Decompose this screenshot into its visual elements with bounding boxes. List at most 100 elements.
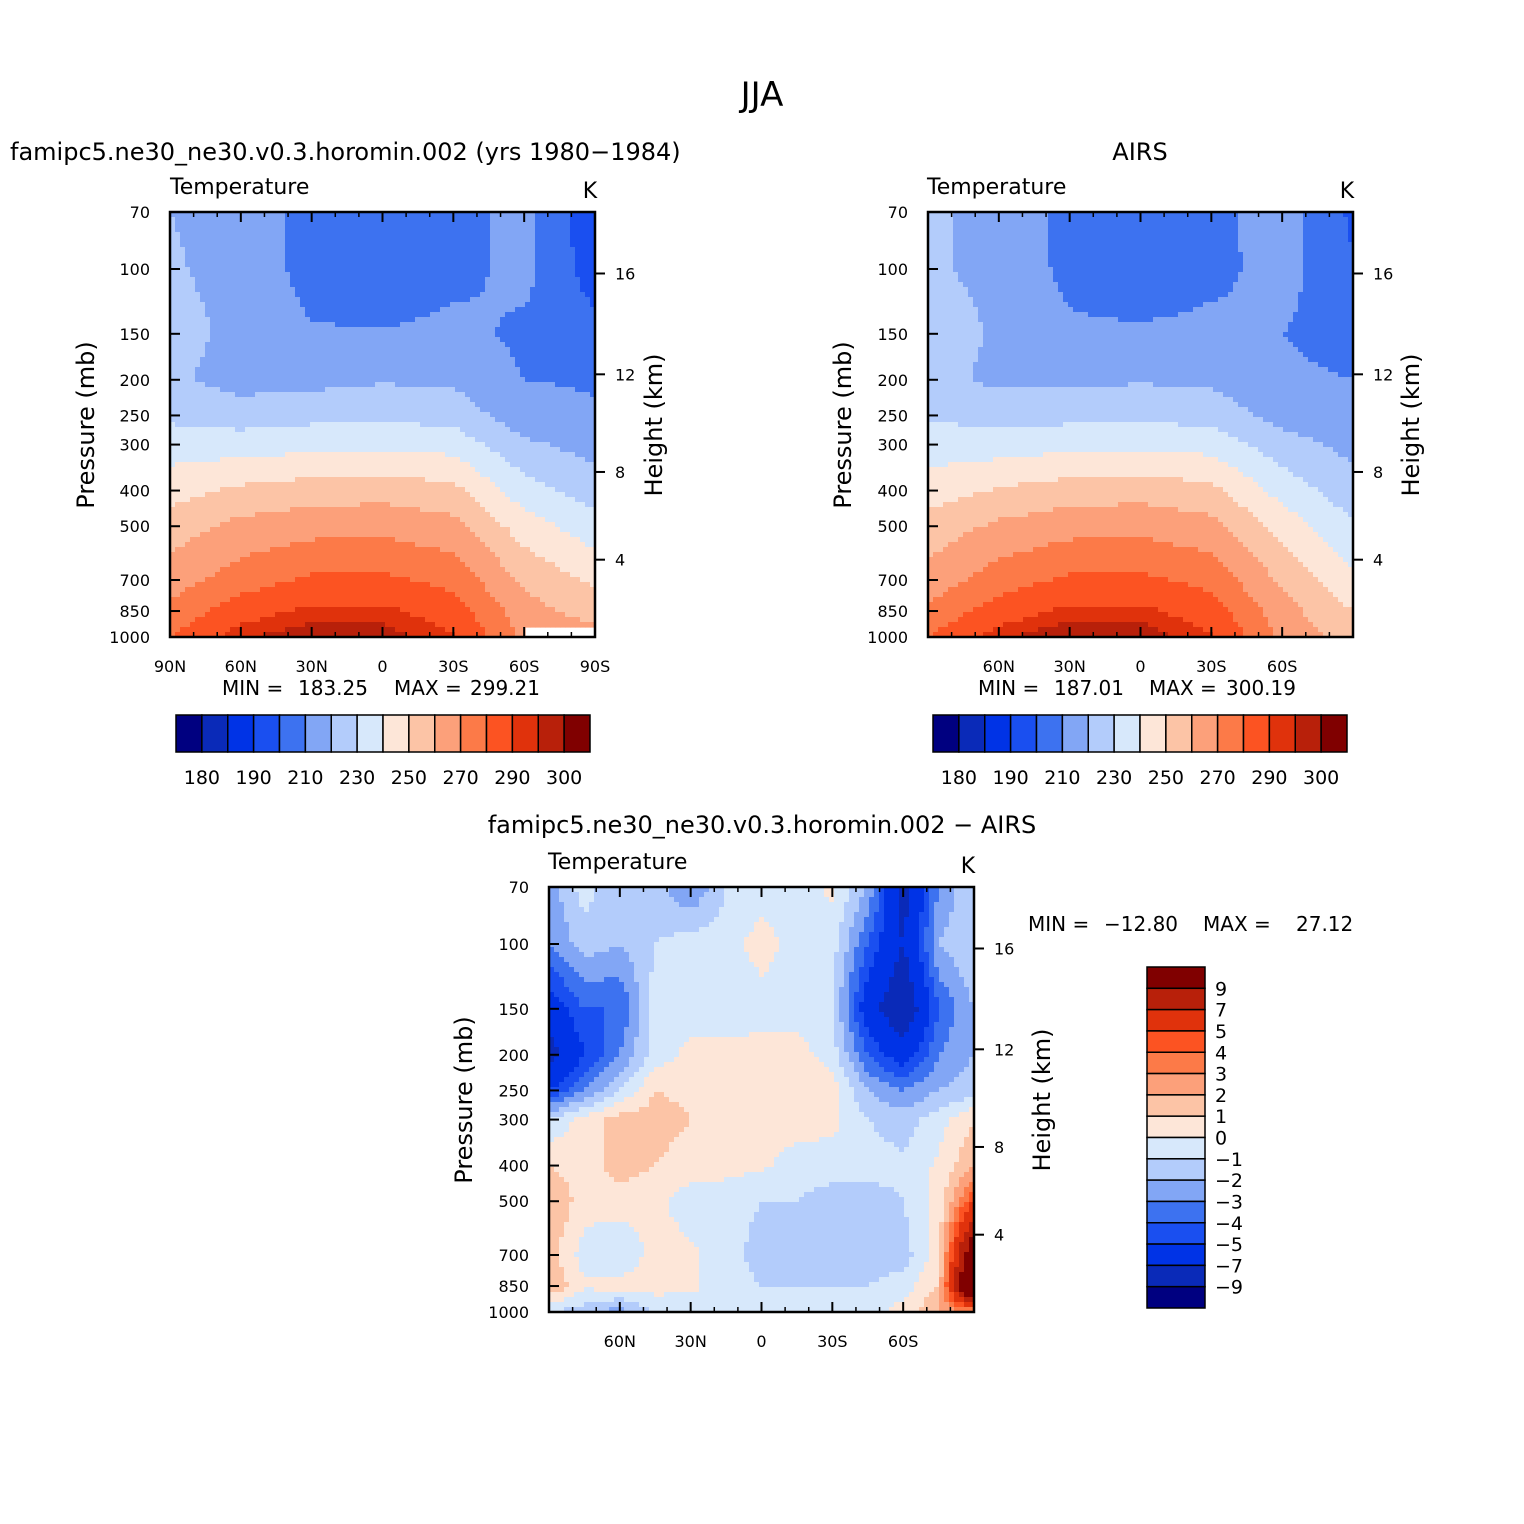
contour-cell: [195, 447, 201, 453]
contour-cell: [425, 487, 431, 493]
contour-cell: [380, 482, 386, 488]
contour-cell: [375, 332, 381, 338]
contour-cell: [250, 417, 256, 423]
contour-cell: [465, 377, 471, 383]
contour-cell: [470, 257, 476, 263]
contour-cell: [260, 432, 266, 438]
contour-cell: [540, 312, 546, 318]
contour-cell: [515, 307, 521, 313]
contour-cell: [425, 232, 431, 238]
contour-cell: [490, 377, 496, 383]
contour-cell: [310, 482, 316, 488]
contour-cell: [230, 247, 236, 253]
contour-cell: [245, 302, 251, 308]
contour-cell: [545, 402, 551, 408]
contour-cell: [575, 262, 581, 268]
contour-cell: [215, 462, 221, 468]
contour-cell: [560, 227, 566, 233]
contour-cell: [335, 227, 341, 233]
contour-cell: [320, 412, 326, 418]
contour-cell: [465, 442, 471, 448]
contour-cell: [520, 437, 526, 443]
contour-cell: [395, 232, 401, 238]
contour-cell: [485, 332, 491, 338]
contour-cell: [455, 247, 461, 253]
contour-cell: [525, 297, 531, 303]
contour-cell: [405, 232, 411, 238]
contour-cell: [190, 222, 196, 228]
contour-cell: [230, 252, 236, 258]
contour-cell: [475, 357, 481, 363]
contour-cell: [195, 427, 201, 433]
contour-cell: [180, 492, 186, 498]
contour-cell: [465, 282, 471, 288]
contour-cell: [425, 462, 431, 468]
contour-cell: [340, 487, 346, 493]
contour-cell: [225, 307, 231, 313]
contour-cell: [400, 232, 406, 238]
contour-cell: [500, 277, 506, 283]
contour-cell: [585, 462, 591, 468]
contour-cell: [260, 462, 266, 468]
contour-cell: [580, 372, 586, 378]
contour-cell: [425, 267, 431, 273]
contour-cell: [195, 247, 201, 253]
contour-cell: [400, 402, 406, 408]
contour-cell: [420, 487, 426, 493]
contour-cell: [300, 227, 306, 233]
contour-cell: [345, 492, 351, 498]
contour-cell: [235, 252, 241, 258]
contour-cell: [325, 472, 331, 478]
contour-cell: [340, 427, 346, 433]
contour-cell: [410, 242, 416, 248]
contour-cell: [350, 337, 356, 343]
contour-cell: [260, 252, 266, 258]
contour-cell: [480, 222, 486, 228]
contour-cell: [415, 242, 421, 248]
contour-cell: [345, 282, 351, 288]
contour-cell: [560, 397, 566, 403]
contour-cell: [250, 397, 256, 403]
contour-cell: [320, 287, 326, 293]
contour-cell: [580, 497, 586, 503]
contour-cell: [370, 222, 376, 228]
contour-cell: [450, 322, 456, 328]
contour-cell: [250, 327, 256, 333]
contour-cell: [335, 407, 341, 413]
contour-cell: [260, 217, 266, 223]
contour-cell: [445, 227, 451, 233]
contour-cell: [315, 262, 321, 268]
contour-cell: [505, 322, 511, 328]
contour-cell: [470, 287, 476, 293]
contour-cell: [580, 417, 586, 423]
contour-cell: [335, 262, 341, 268]
contour-cell: [265, 227, 271, 233]
contour-cell: [520, 362, 526, 368]
contour-cell: [460, 282, 466, 288]
contour-cell: [235, 397, 241, 403]
contour-cell: [575, 237, 581, 243]
contour-cell: [260, 297, 266, 303]
contour-cell: [575, 367, 581, 373]
contour-cell: [395, 367, 401, 373]
contour-cell: [480, 467, 486, 473]
contour-cell: [230, 312, 236, 318]
contour-cell: [220, 397, 226, 403]
contour-cell: [335, 307, 341, 313]
contour-cell: [320, 382, 326, 388]
contour-cell: [370, 302, 376, 308]
contour-cell: [220, 312, 226, 318]
contour-cell: [580, 262, 586, 268]
contour-cell: [195, 352, 201, 358]
contour-cell: [245, 252, 251, 258]
contour-cell: [410, 367, 416, 373]
contour-cell: [295, 307, 301, 313]
contour-cell: [570, 472, 576, 478]
contour-cell: [355, 267, 361, 273]
contour-cell: [285, 442, 291, 448]
contour-cell: [385, 467, 391, 473]
contour-cell: [215, 307, 221, 313]
contour-cell: [185, 447, 191, 453]
contour-cell: [500, 452, 506, 458]
contour-cell: [540, 477, 546, 483]
